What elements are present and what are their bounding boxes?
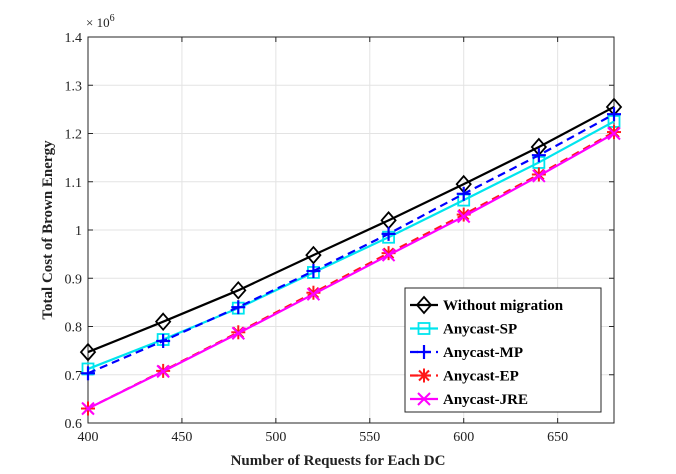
series-anycast-jre bbox=[81, 126, 621, 416]
legend-marker bbox=[415, 295, 433, 315]
x-marker-stroke bbox=[417, 392, 431, 406]
x-axis-label: Number of Requests for Each DC bbox=[231, 453, 446, 469]
data-point-anycast-mp bbox=[156, 333, 171, 348]
diamond-marker bbox=[415, 295, 433, 315]
legend-label: Anycast-JRE bbox=[443, 392, 528, 408]
data-point-anycast-mp bbox=[381, 226, 396, 241]
diamond-marker bbox=[79, 342, 97, 362]
data-point-anycast-jre bbox=[81, 401, 95, 416]
x-marker-stroke bbox=[156, 364, 170, 379]
data-point-anycast-jre bbox=[381, 248, 396, 262]
series-group bbox=[79, 97, 623, 416]
data-point-anycast-jre bbox=[156, 364, 170, 379]
legend-marker bbox=[417, 368, 431, 383]
axis-ticks: 400 450 500 550 600 650 0.6 0.7 0.8 0.9 1 1.1 1.2 1.3… bbox=[65, 31, 614, 445]
y-tick-label: 0.9 bbox=[65, 272, 83, 287]
series-line-anycast-mp bbox=[87, 113, 615, 375]
x-marker-stroke bbox=[381, 248, 396, 262]
data-point-anycast-jre bbox=[532, 169, 546, 183]
legend: Without migration Anycast-SP Anycast-MP Any… bbox=[404, 287, 602, 413]
data-point-anycast-mp bbox=[456, 186, 471, 201]
data-point-without-migration bbox=[230, 280, 247, 300]
x-marker-stroke bbox=[532, 169, 546, 183]
data-point-anycast-mp bbox=[231, 300, 246, 315]
square-marker bbox=[417, 322, 431, 335]
data-point-anycast-mp bbox=[607, 107, 621, 122]
series-line-anycast-jre bbox=[87, 132, 615, 410]
diamond-marker bbox=[305, 245, 322, 265]
legend-label: Anycast-SP bbox=[443, 322, 517, 338]
data-point-anycast-mp bbox=[531, 148, 546, 163]
x-marker-stroke bbox=[81, 401, 95, 416]
x-tick-label: 400 bbox=[78, 430, 99, 445]
y-tick-label: 0.6 bbox=[65, 417, 83, 432]
legend-item-anycast-mp: Anycast-MP bbox=[410, 345, 523, 361]
y-exponent-label: × 106 bbox=[86, 13, 115, 30]
y-tick-label: 1.1 bbox=[65, 176, 83, 191]
data-point-anycast-mp bbox=[306, 264, 321, 279]
x-tick-label: 650 bbox=[547, 430, 568, 445]
legend-label: Anycast-EP bbox=[443, 369, 519, 385]
asterisk-stroke bbox=[418, 369, 430, 382]
legend-marker bbox=[417, 322, 431, 335]
data-point-anycast-jre bbox=[306, 287, 321, 301]
x-tick-label: 450 bbox=[171, 430, 192, 445]
y-tick-label: 1.4 bbox=[65, 31, 83, 46]
legend-item-anycast-jre: Anycast-JRE bbox=[410, 392, 528, 408]
data-point-without-migration bbox=[154, 312, 172, 332]
data-point-anycast-jre bbox=[607, 126, 621, 141]
legend-item-without-migration: Without migration bbox=[410, 295, 564, 315]
data-point-anycast-jre bbox=[457, 209, 471, 224]
data-point-anycast-jre bbox=[231, 326, 245, 340]
x-tick-label: 500 bbox=[265, 430, 286, 445]
legend-item-anycast-ep: Anycast-EP bbox=[410, 368, 519, 385]
data-point-without-migration bbox=[305, 245, 322, 265]
diamond-marker bbox=[154, 312, 172, 332]
legend-label: Anycast-MP bbox=[443, 345, 523, 361]
y-tick-label: 1.3 bbox=[65, 79, 83, 94]
x-marker-stroke bbox=[306, 287, 321, 301]
legend-item-anycast-sp: Anycast-SP bbox=[410, 322, 517, 338]
x-tick-label: 550 bbox=[359, 430, 380, 445]
x-marker-stroke bbox=[457, 209, 471, 224]
legend-marker bbox=[417, 392, 431, 406]
legend-marker bbox=[417, 345, 431, 359]
diamond-marker bbox=[230, 280, 247, 300]
data-point-without-migration bbox=[79, 342, 97, 362]
x-marker-stroke bbox=[231, 326, 245, 340]
y-tick-label: 1 bbox=[75, 224, 82, 239]
y-tick-label: 0.7 bbox=[65, 369, 83, 384]
y-axis-label: Total Cost of Brown Energy bbox=[40, 140, 56, 320]
series-anycast-mp bbox=[81, 107, 621, 381]
data-point-anycast-mp bbox=[81, 366, 95, 381]
legend-box bbox=[404, 287, 602, 413]
x-marker-stroke bbox=[607, 126, 621, 141]
series-line-without-migration bbox=[87, 105, 615, 354]
y-tick-label: 0.8 bbox=[65, 321, 83, 336]
y-tick-label: 1.2 bbox=[65, 128, 83, 143]
legend-label: Without migration bbox=[443, 298, 564, 314]
x-tick-label: 600 bbox=[453, 430, 474, 445]
